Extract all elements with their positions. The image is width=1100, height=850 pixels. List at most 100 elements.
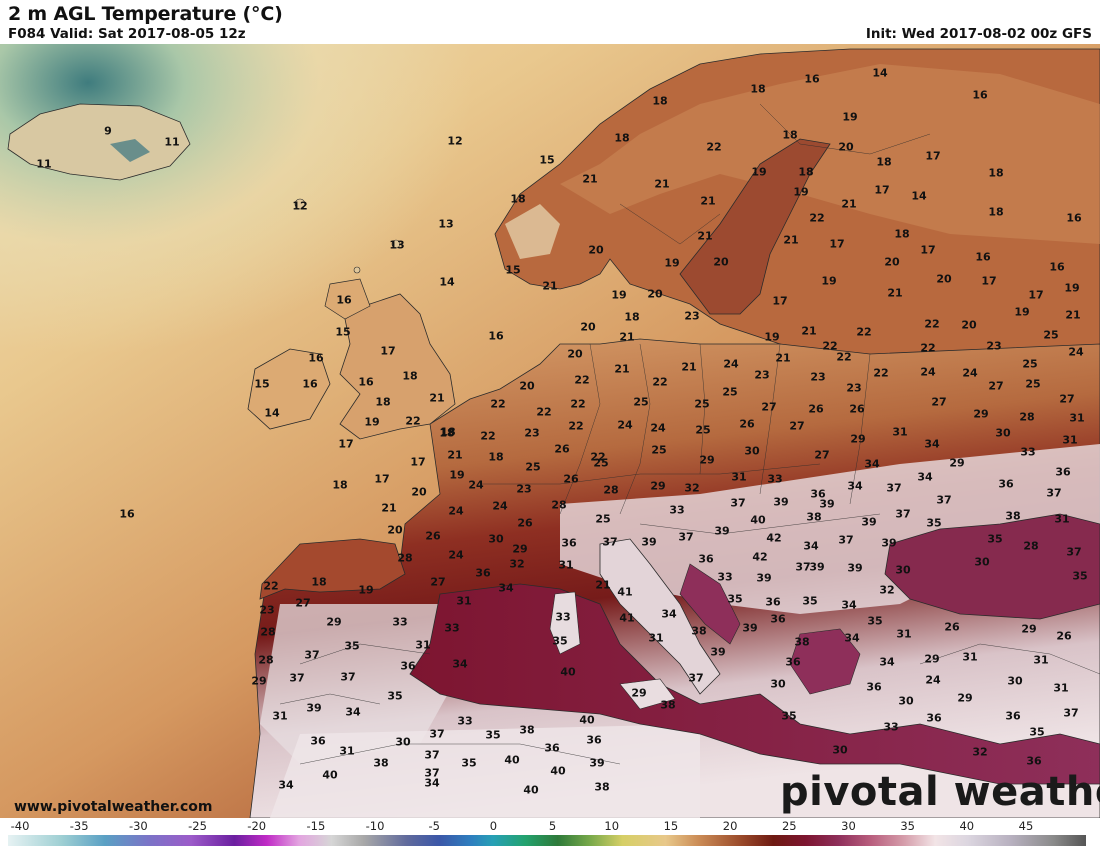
temperature-value: 26 <box>808 402 824 416</box>
temperature-value: 25 <box>593 456 609 470</box>
temperature-value: 36 <box>785 655 801 669</box>
temperature-value: 22 <box>263 579 279 593</box>
temperature-value: 14 <box>439 275 455 289</box>
temperature-value: 18 <box>624 310 640 324</box>
temperature-value: 36 <box>586 733 602 747</box>
temperature-value: 17 <box>981 274 997 288</box>
temperature-value: 36 <box>400 659 416 673</box>
temperature-value: 36 <box>770 612 786 626</box>
temperature-value: 19 <box>1014 305 1030 319</box>
temperature-value: 27 <box>789 419 805 433</box>
temperature-value: 29 <box>631 686 647 700</box>
temperature-value: 24 <box>920 365 936 379</box>
temperature-value: 29 <box>251 674 267 688</box>
color-scale-tick: 0 <box>489 819 498 833</box>
temperature-value: 18 <box>652 94 668 108</box>
temperature-value: 38 <box>794 635 810 649</box>
temperature-value: 18 <box>750 82 766 96</box>
temperature-value: 17 <box>920 243 936 257</box>
mediterranean-sea <box>409 583 1100 785</box>
temperature-value: 39 <box>742 621 758 635</box>
temperature-value: 26 <box>1056 629 1072 643</box>
temperature-value: 39 <box>819 497 835 511</box>
temperature-value: 24 <box>492 499 508 513</box>
temperature-value: 16 <box>358 375 374 389</box>
temperature-value: 30 <box>974 555 990 569</box>
temperature-value: 20 <box>387 523 403 537</box>
temperature-value: 15 <box>335 325 351 339</box>
temperature-value: 22 <box>856 325 872 339</box>
black-sea <box>884 513 1100 620</box>
temperature-value: 35 <box>926 516 942 530</box>
color-scale-tick: -20 <box>247 819 267 833</box>
temperature-value: 35 <box>387 689 403 703</box>
temperature-value: 27 <box>295 596 311 610</box>
temperature-value: 28 <box>551 498 567 512</box>
temperature-map[interactable]: 9 11 11 12 15 12 13 13 14 16 15 16 16 17 15 16 16 18 14 18 2… <box>0 44 1100 818</box>
temperature-value: 37 <box>1066 545 1082 559</box>
temperature-value: 33 <box>883 720 899 734</box>
temperature-value: 16 <box>119 507 135 521</box>
temperature-value: 22 <box>490 397 506 411</box>
temperature-value: 19 <box>821 274 837 288</box>
italy-region <box>599 538 721 695</box>
temperature-value: 21 <box>614 362 630 376</box>
temperature-value: 25 <box>1025 377 1041 391</box>
temperature-value: 22 <box>873 366 889 380</box>
adriatic-sea <box>679 563 741 645</box>
temperature-value: 32 <box>879 583 895 597</box>
temperature-value: 22 <box>920 341 936 355</box>
temperature-value: 37 <box>678 530 694 544</box>
temperature-value: 35 <box>344 639 360 653</box>
temperature-value: 21 <box>801 324 817 338</box>
temperature-value: 31 <box>272 709 288 723</box>
temperature-value: 36 <box>765 595 781 609</box>
temperature-value: 24 <box>617 418 633 432</box>
map-title: 2 m AGL Temperature (°C) <box>8 3 283 25</box>
temperature-value: 31 <box>896 627 912 641</box>
temperature-value: 16 <box>1049 260 1065 274</box>
temperature-value: 38 <box>519 723 535 737</box>
temperature-value: 37 <box>895 507 911 521</box>
temperature-value: 22 <box>574 373 590 387</box>
temperature-value: 9 <box>104 124 112 138</box>
temperature-value: 35 <box>802 594 818 608</box>
temperature-value: 26 <box>425 529 441 543</box>
temperature-value: 35 <box>727 592 743 606</box>
temperature-value: 31 <box>1053 681 1069 695</box>
temperature-value: 23 <box>846 381 862 395</box>
temperature-value: 21 <box>429 391 445 405</box>
temperature-value: 20 <box>884 255 900 269</box>
temperature-value: 19 <box>1064 281 1080 295</box>
color-scale-tick: 5 <box>548 819 557 833</box>
temperature-value: 37 <box>688 671 704 685</box>
temperature-value: 25 <box>633 395 649 409</box>
temperature-value: 18 <box>876 155 892 169</box>
temperature-value: 22 <box>836 350 852 364</box>
color-scale-tick: 35 <box>900 819 915 833</box>
color-scale-tick: -15 <box>306 819 326 833</box>
temperature-value: 40 <box>560 665 576 679</box>
temperature-value: 20 <box>838 140 854 154</box>
temperature-value: 23 <box>754 368 770 382</box>
init-time: Init: Wed 2017-08-02 00z GFS <box>865 26 1092 42</box>
temperature-value: 41 <box>619 611 635 625</box>
temperature-value: 40 <box>322 768 338 782</box>
temperature-value: 18 <box>988 166 1004 180</box>
temperature-value: 36 <box>1005 709 1021 723</box>
temperature-value: 21 <box>447 448 463 462</box>
temperature-value: 22 <box>590 450 606 464</box>
temperature-value: 19 <box>764 330 780 344</box>
temperature-value: 39 <box>710 645 726 659</box>
temperature-value: 26 <box>517 516 533 530</box>
temperature-value: 17 <box>925 149 941 163</box>
temperature-value: 15 <box>539 153 555 167</box>
temperature-value: 25 <box>1022 357 1038 371</box>
temperature-value: 32 <box>684 481 700 495</box>
temperature-value: 28 <box>1023 539 1039 553</box>
aegean-sea <box>789 628 861 695</box>
temperature-value: 16 <box>308 351 324 365</box>
temperature-value: 17 <box>772 294 788 308</box>
temperature-value: 39 <box>641 535 657 549</box>
temperature-value: 36 <box>1055 465 1071 479</box>
